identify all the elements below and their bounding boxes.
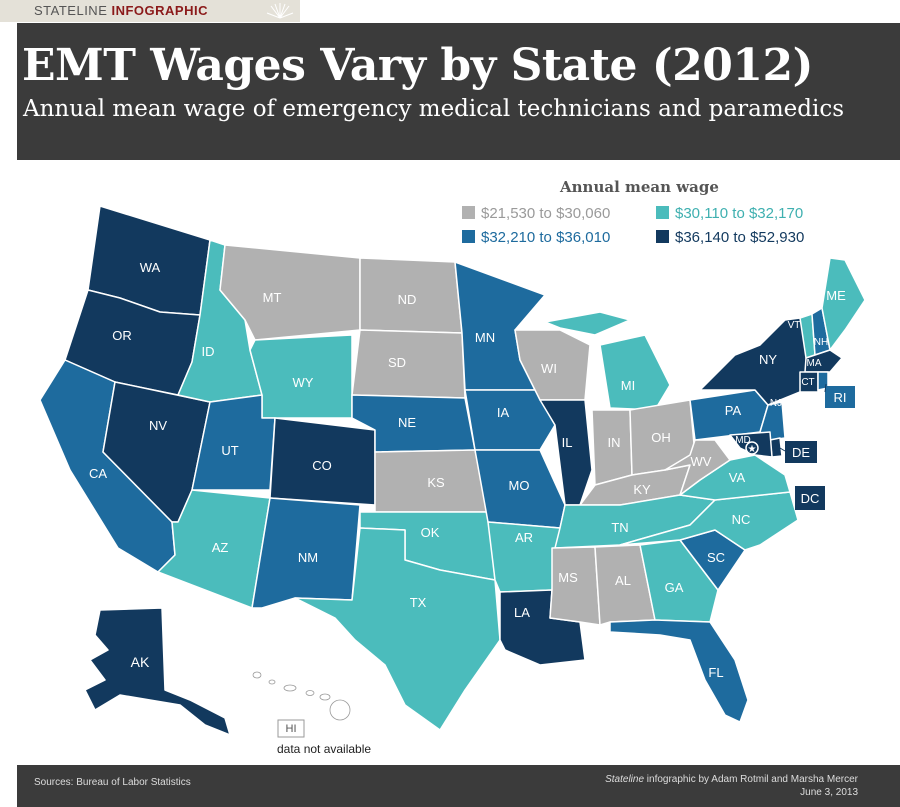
sunburst-logo-icon: [266, 3, 294, 19]
legend-item-lowest: $21,530 to $30,060: [462, 205, 610, 222]
label-RI: RI: [834, 390, 847, 405]
label-PA: PA: [725, 403, 742, 418]
label-NJ: NJ: [770, 398, 782, 409]
state-FL[interactable]: [609, 619, 749, 723]
state-IA[interactable]: [464, 389, 556, 451]
label-NC: NC: [732, 512, 751, 527]
page-subtitle: Annual mean wage of emergency medical te…: [23, 96, 845, 122]
leader-DE: [779, 447, 786, 452]
label-VT: VT: [788, 320, 801, 331]
label-MI: MI: [621, 378, 635, 393]
box-DC: [795, 486, 825, 510]
label-AL: AL: [615, 573, 631, 588]
label-MT: MT: [263, 290, 282, 305]
state-CT[interactable]: [799, 371, 819, 393]
label-OH: OH: [651, 430, 671, 445]
legend-item-mid: $32,210 to $36,010: [462, 229, 610, 246]
label-MA: MA: [807, 358, 822, 369]
label-HI: HI: [286, 723, 297, 735]
label-NY: NY: [759, 352, 777, 367]
label-MS: MS: [558, 570, 578, 585]
label-TX: TX: [410, 595, 427, 610]
label-ME: ME: [826, 288, 846, 303]
legend-swatch-gray: [462, 206, 475, 219]
credit-text: Stateline infographic by Adam Rotmil and…: [605, 774, 858, 798]
label-MD: MD: [735, 435, 751, 446]
label-WA: WA: [140, 260, 161, 275]
label-IN: IN: [608, 435, 621, 450]
label-ID: ID: [202, 344, 215, 359]
stateline-banner: [0, 0, 300, 22]
us-map: ★ WA OR CA NV ID MT WY UT CO AZ NM ND SD…: [39, 205, 866, 738]
sources-text: Sources: Bureau of Labor Statistics: [34, 777, 191, 788]
state-MI[interactable]: [544, 311, 671, 411]
label-WI: WI: [541, 361, 557, 376]
label-NE: NE: [398, 415, 416, 430]
legend-title: Annual mean wage: [560, 178, 719, 196]
star-icon: ★: [748, 444, 757, 455]
dc-marker-icon: [745, 441, 759, 455]
label-AZ: AZ: [212, 540, 229, 555]
footer-bar: [17, 765, 900, 807]
label-WY: WY: [293, 375, 314, 390]
legend-item-high: $36,140 to $52,930: [656, 229, 804, 246]
leader-RI: [824, 383, 827, 393]
label-IA: IA: [497, 405, 510, 420]
state-HI[interactable]: [252, 671, 351, 721]
label-OK: OK: [421, 525, 440, 540]
label-KY: KY: [633, 482, 651, 497]
label-NH: NH: [814, 337, 828, 348]
state-TX[interactable]: [294, 527, 501, 731]
label-SD: SD: [388, 355, 406, 370]
state-MA[interactable]: [804, 349, 843, 373]
label-FL: FL: [708, 665, 723, 680]
state-WV[interactable]: [664, 439, 731, 496]
state-SD[interactable]: [351, 329, 466, 399]
label-TN: TN: [611, 520, 628, 535]
legend-swatch-teal: [656, 206, 669, 219]
banner-label: STATELINE INFOGRAPHIC: [34, 3, 208, 18]
label-VA: VA: [729, 470, 746, 485]
label-AK: AK: [131, 654, 150, 670]
label-NM: NM: [298, 550, 318, 565]
label-DE: DE: [792, 445, 810, 460]
label-CT: CT: [801, 377, 814, 388]
label-LA: LA: [514, 605, 530, 620]
legend-item-low: $30,110 to $32,170: [656, 205, 803, 222]
label-AR: AR: [515, 530, 533, 545]
page-title: EMT Wages Vary by State (2012): [22, 40, 813, 91]
box-HI: [277, 719, 305, 738]
label-GA: GA: [665, 580, 684, 595]
label-OR: OR: [112, 328, 132, 343]
title-panel: [17, 23, 900, 160]
label-WV: WV: [691, 454, 712, 469]
state-NY[interactable]: [699, 317, 813, 406]
label-DC: DC: [801, 491, 820, 506]
box-DE: [785, 441, 817, 463]
label-MO: MO: [509, 478, 530, 493]
label-IL: IL: [562, 435, 573, 450]
box-RI: [825, 386, 855, 408]
legend-swatch-navy: [656, 230, 669, 243]
label-UT: UT: [221, 443, 238, 458]
label-KS: KS: [427, 475, 445, 490]
hi-note: data not available: [277, 742, 372, 756]
label-MN: MN: [475, 330, 495, 345]
label-ND: ND: [398, 292, 417, 307]
label-NV: NV: [149, 418, 167, 433]
state-AK[interactable]: [84, 607, 231, 736]
state-ME[interactable]: [821, 257, 866, 351]
state-MS[interactable]: [549, 546, 601, 626]
label-CO: CO: [312, 458, 332, 473]
label-CA: CA: [89, 466, 107, 481]
label-SC: SC: [707, 550, 725, 565]
legend-swatch-blue: [462, 230, 475, 243]
